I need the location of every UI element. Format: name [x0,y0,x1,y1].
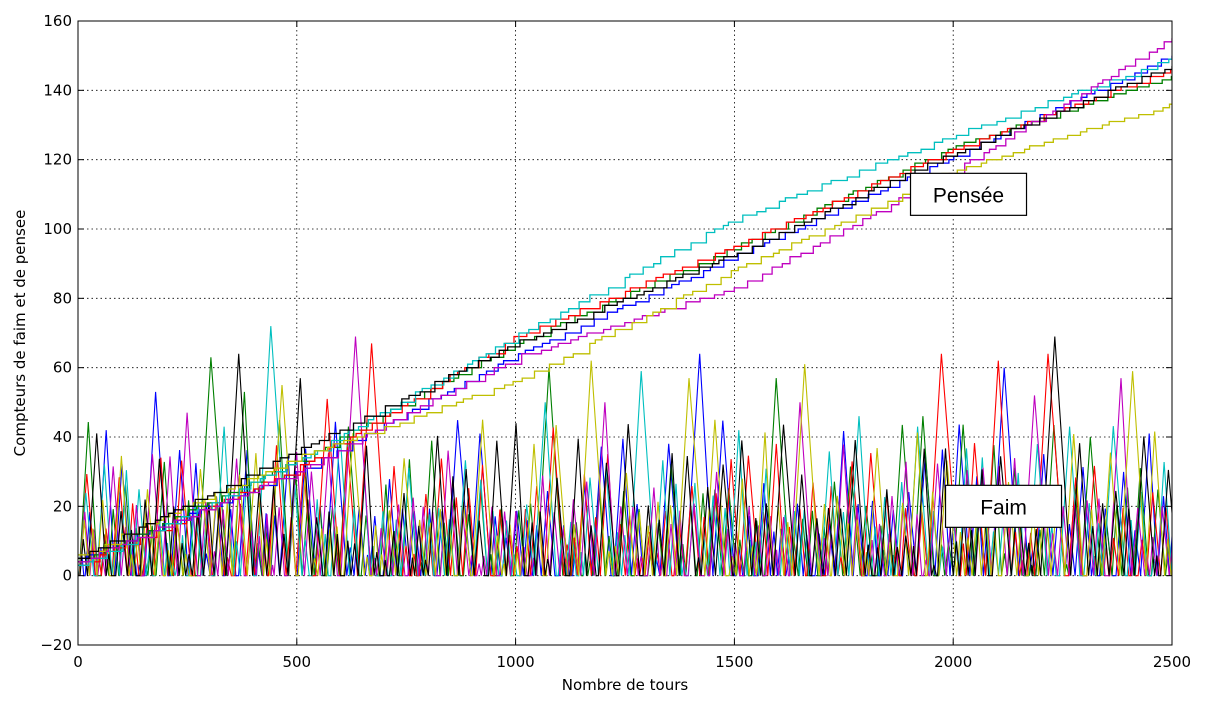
x-tick-label: 0 [73,653,83,671]
annotation-0: Pensée [909,172,1028,216]
y-tick-label: 140 [43,81,72,99]
y-tick-label: 40 [53,428,72,446]
y-tick-label: −20 [40,636,72,654]
hunger-series-line [79,336,1172,577]
x-axis-label: Nombre de tours [562,676,689,694]
annotation-label: Pensée [933,184,1004,207]
plot-frame [77,20,1173,646]
annotation-box [909,172,1028,216]
x-tick-label: 2000 [934,653,972,671]
y-tick-label: 60 [53,359,72,377]
x-tick-label: 1500 [715,653,753,671]
ticks: 0 500 1000 1500 2000 2500−2002040608010012014… [40,12,1191,671]
thinking-series-line [78,103,1172,556]
hunger-series-line [79,360,1172,577]
annotation-box [944,484,1063,528]
thinking-series-line [78,68,1172,566]
grid [78,21,1172,645]
thinking-series-line [78,38,1172,563]
y-tick-label: 0 [62,567,72,585]
y-tick-label: 100 [43,220,72,238]
x-tick-label: 1000 [497,653,535,671]
x-tick-label: 2500 [1153,653,1191,671]
annotation-label: Faim [980,496,1027,519]
thinking-series-line [78,66,1172,559]
y-tick-label: 80 [53,289,72,307]
y-tick-label: 120 [43,151,72,169]
x-tick-label: 500 [282,653,311,671]
y-tick-label: 160 [43,12,72,30]
y-axis-label: Compteurs de faim et de pensee [11,210,29,457]
thinking-series-line [78,58,1172,566]
annotation-1: Faim [944,484,1063,528]
y-tick-label: 20 [53,497,72,515]
annotations: Pensée Faim [909,172,1063,528]
series-lines [78,38,1172,577]
